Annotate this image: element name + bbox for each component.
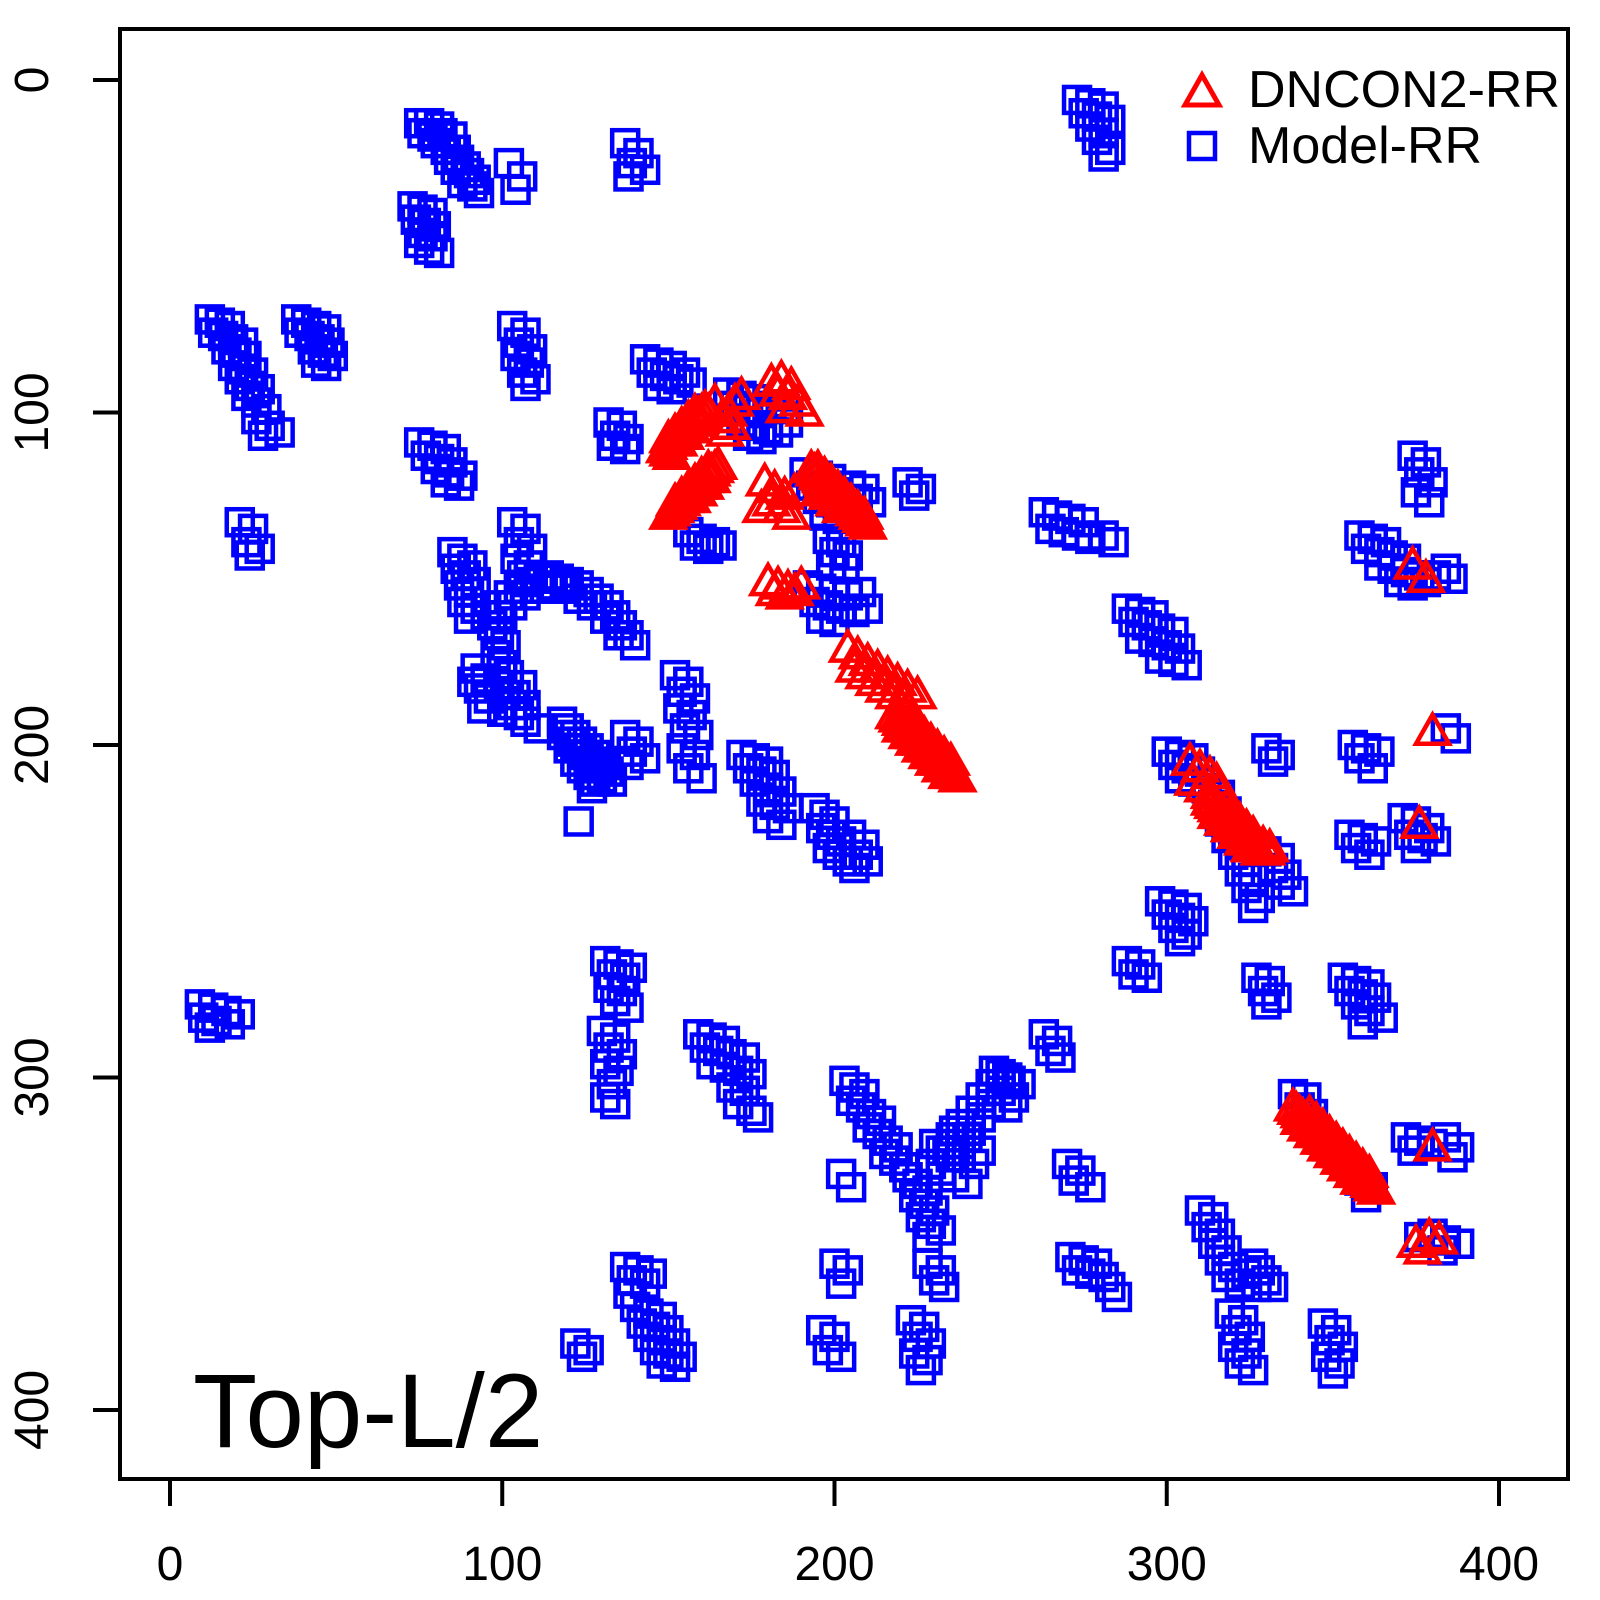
x-tick-label: 200 (794, 1538, 874, 1591)
x-tick-label: 100 (462, 1538, 542, 1591)
y-tick-label: 100 (6, 372, 59, 452)
y-tick-label: 200 (6, 705, 59, 785)
series-Model-RR (184, 84, 1475, 1389)
plot-border (118, 27, 1570, 1481)
y-tick-label: 400 (6, 1370, 59, 1450)
x-tick-label: 0 (157, 1538, 184, 1591)
legend-entry-model: Model-RR (1180, 117, 1560, 175)
triangle-icon (1180, 70, 1224, 108)
x-tick-label: 400 (1459, 1538, 1539, 1591)
series-DNCON2-RR (644, 357, 1460, 1265)
x-tick-label: 300 (1127, 1538, 1207, 1591)
corner-label: Top-L/2 (193, 1353, 544, 1470)
legend-label-dncon2: DNCON2-RR (1248, 61, 1560, 119)
legend-entry-dncon2: DNCON2-RR (1180, 61, 1560, 119)
legend-label-model: Model-RR (1248, 117, 1483, 175)
legend: DNCON2-RR Model-RR (1180, 61, 1560, 175)
y-tick-label: 300 (6, 1037, 59, 1117)
y-tick-label: 0 (6, 67, 59, 94)
square-icon (1186, 130, 1218, 162)
